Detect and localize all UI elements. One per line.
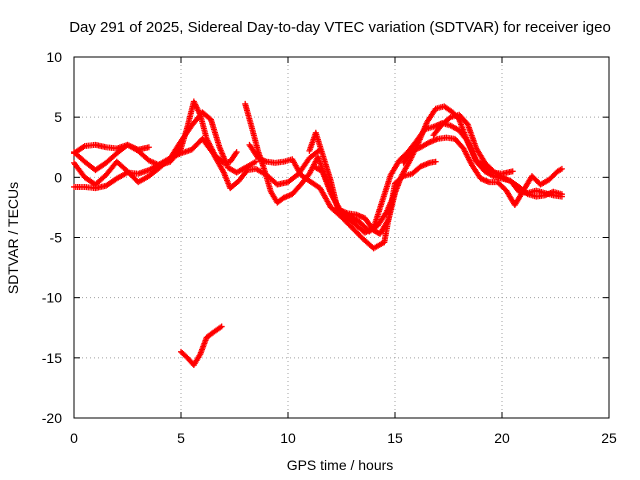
data-point xyxy=(558,165,565,172)
data-point xyxy=(432,158,439,165)
x-tick-label: 20 xyxy=(494,430,510,446)
data-points xyxy=(71,98,565,369)
y-tick-label: -5 xyxy=(50,230,63,246)
x-tick-label: 10 xyxy=(280,430,296,446)
data-point xyxy=(252,158,259,165)
y-tick-label: -20 xyxy=(42,410,62,426)
x-tick-label: 25 xyxy=(601,430,617,446)
data-point xyxy=(145,144,152,151)
data-point xyxy=(233,149,240,156)
y-tick-label: -10 xyxy=(42,290,62,306)
grid-lines xyxy=(74,57,609,418)
y-axis-label: SDTVAR / TECUs xyxy=(5,182,21,294)
x-axis-label: GPS time / hours xyxy=(287,457,394,473)
chart-title: Day 291 of 2025, Sidereal Day-to-day VTE… xyxy=(69,19,611,36)
y-tick-label: 0 xyxy=(54,169,62,185)
y-tick-label: -15 xyxy=(42,350,62,366)
x-axis-ticks: 0 5 10 15 20 25 xyxy=(70,57,617,446)
x-tick-label: 5 xyxy=(177,430,185,446)
x-tick-label: 0 xyxy=(70,430,78,446)
data-point xyxy=(80,143,87,150)
y-axis-ticks: -20 -15 -10 -5 0 5 10 xyxy=(42,49,609,426)
data-point xyxy=(218,323,225,330)
y-tick-label: 5 xyxy=(54,109,62,125)
data-point xyxy=(558,191,565,198)
y-tick-label: 10 xyxy=(46,49,62,65)
series-track-9 xyxy=(400,134,565,209)
data-point xyxy=(509,168,516,175)
series-track-4 xyxy=(71,135,324,192)
series-track-3 xyxy=(71,109,259,192)
series-track-11 xyxy=(178,323,225,369)
x-tick-label: 15 xyxy=(387,430,403,446)
series-track-10 xyxy=(430,111,565,200)
